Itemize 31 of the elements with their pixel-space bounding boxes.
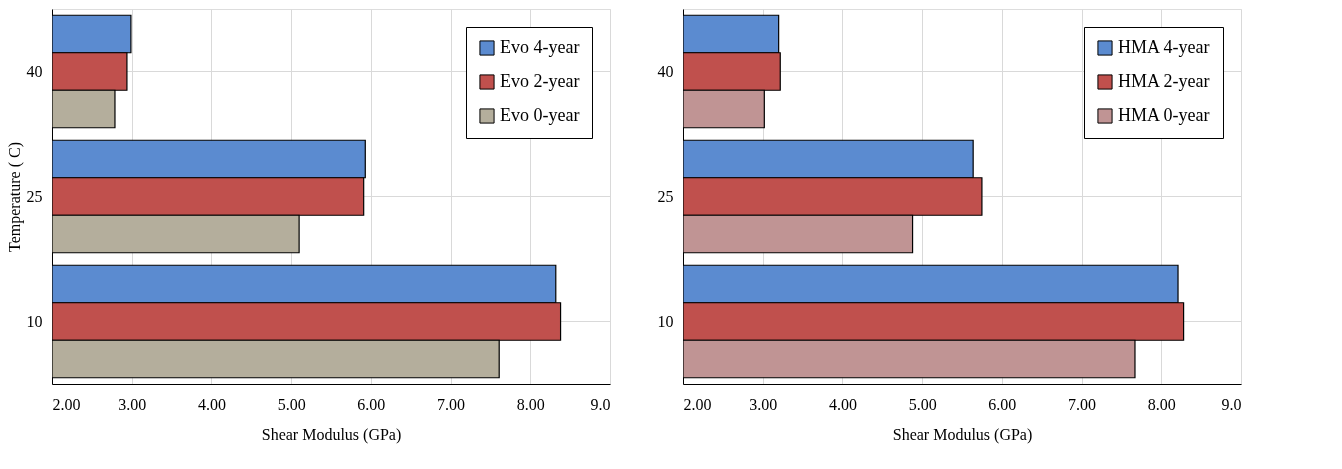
x-tick-label: 3.00 <box>118 395 147 413</box>
legend-label: HMA 0-year <box>1118 105 1210 125</box>
x-tick-label: 8.00 <box>516 395 545 413</box>
x-axis-title: Shear Modulus (GPa) <box>261 425 402 444</box>
x-tick-label: 8.00 <box>1147 395 1176 413</box>
y-tick-label: 25 <box>657 187 674 205</box>
y-tick-label: 40 <box>657 62 674 80</box>
x-tick-label: 7.00 <box>437 395 466 413</box>
x-axis-title: Shear Modulus (GPa) <box>892 425 1033 444</box>
x-tick-label: 2.00 <box>52 395 81 413</box>
y-tick-label: 10 <box>657 312 674 330</box>
x-tick-label: 4.00 <box>197 395 226 413</box>
x-tick-label: 2.00 <box>683 395 712 413</box>
y-tick-label: 40 <box>26 62 43 80</box>
y-tick-label: 10 <box>26 312 43 330</box>
x-tick-label: 9.0 <box>1221 395 1242 413</box>
legend-label: HMA 2-year <box>1118 71 1210 91</box>
x-tick-label: 4.00 <box>828 395 857 413</box>
x-tick-label: 5.00 <box>277 395 306 413</box>
y-tick-label: 25 <box>26 187 43 205</box>
legend-label: Evo 0-year <box>500 105 580 125</box>
x-tick-label: 7.00 <box>1068 395 1097 413</box>
x-tick-label: 6.00 <box>357 395 386 413</box>
legend-label: Evo 4-year <box>500 37 580 57</box>
legend-label: Evo 2-year <box>500 71 580 91</box>
x-tick-label: 5.00 <box>908 395 937 413</box>
legend-label: HMA 4-year <box>1118 37 1210 57</box>
x-tick-label: 6.00 <box>988 395 1017 413</box>
y-axis-title: Temperature ( C) <box>5 142 24 252</box>
x-tick-label: 9.0 <box>590 395 611 413</box>
x-tick-label: 3.00 <box>749 395 778 413</box>
